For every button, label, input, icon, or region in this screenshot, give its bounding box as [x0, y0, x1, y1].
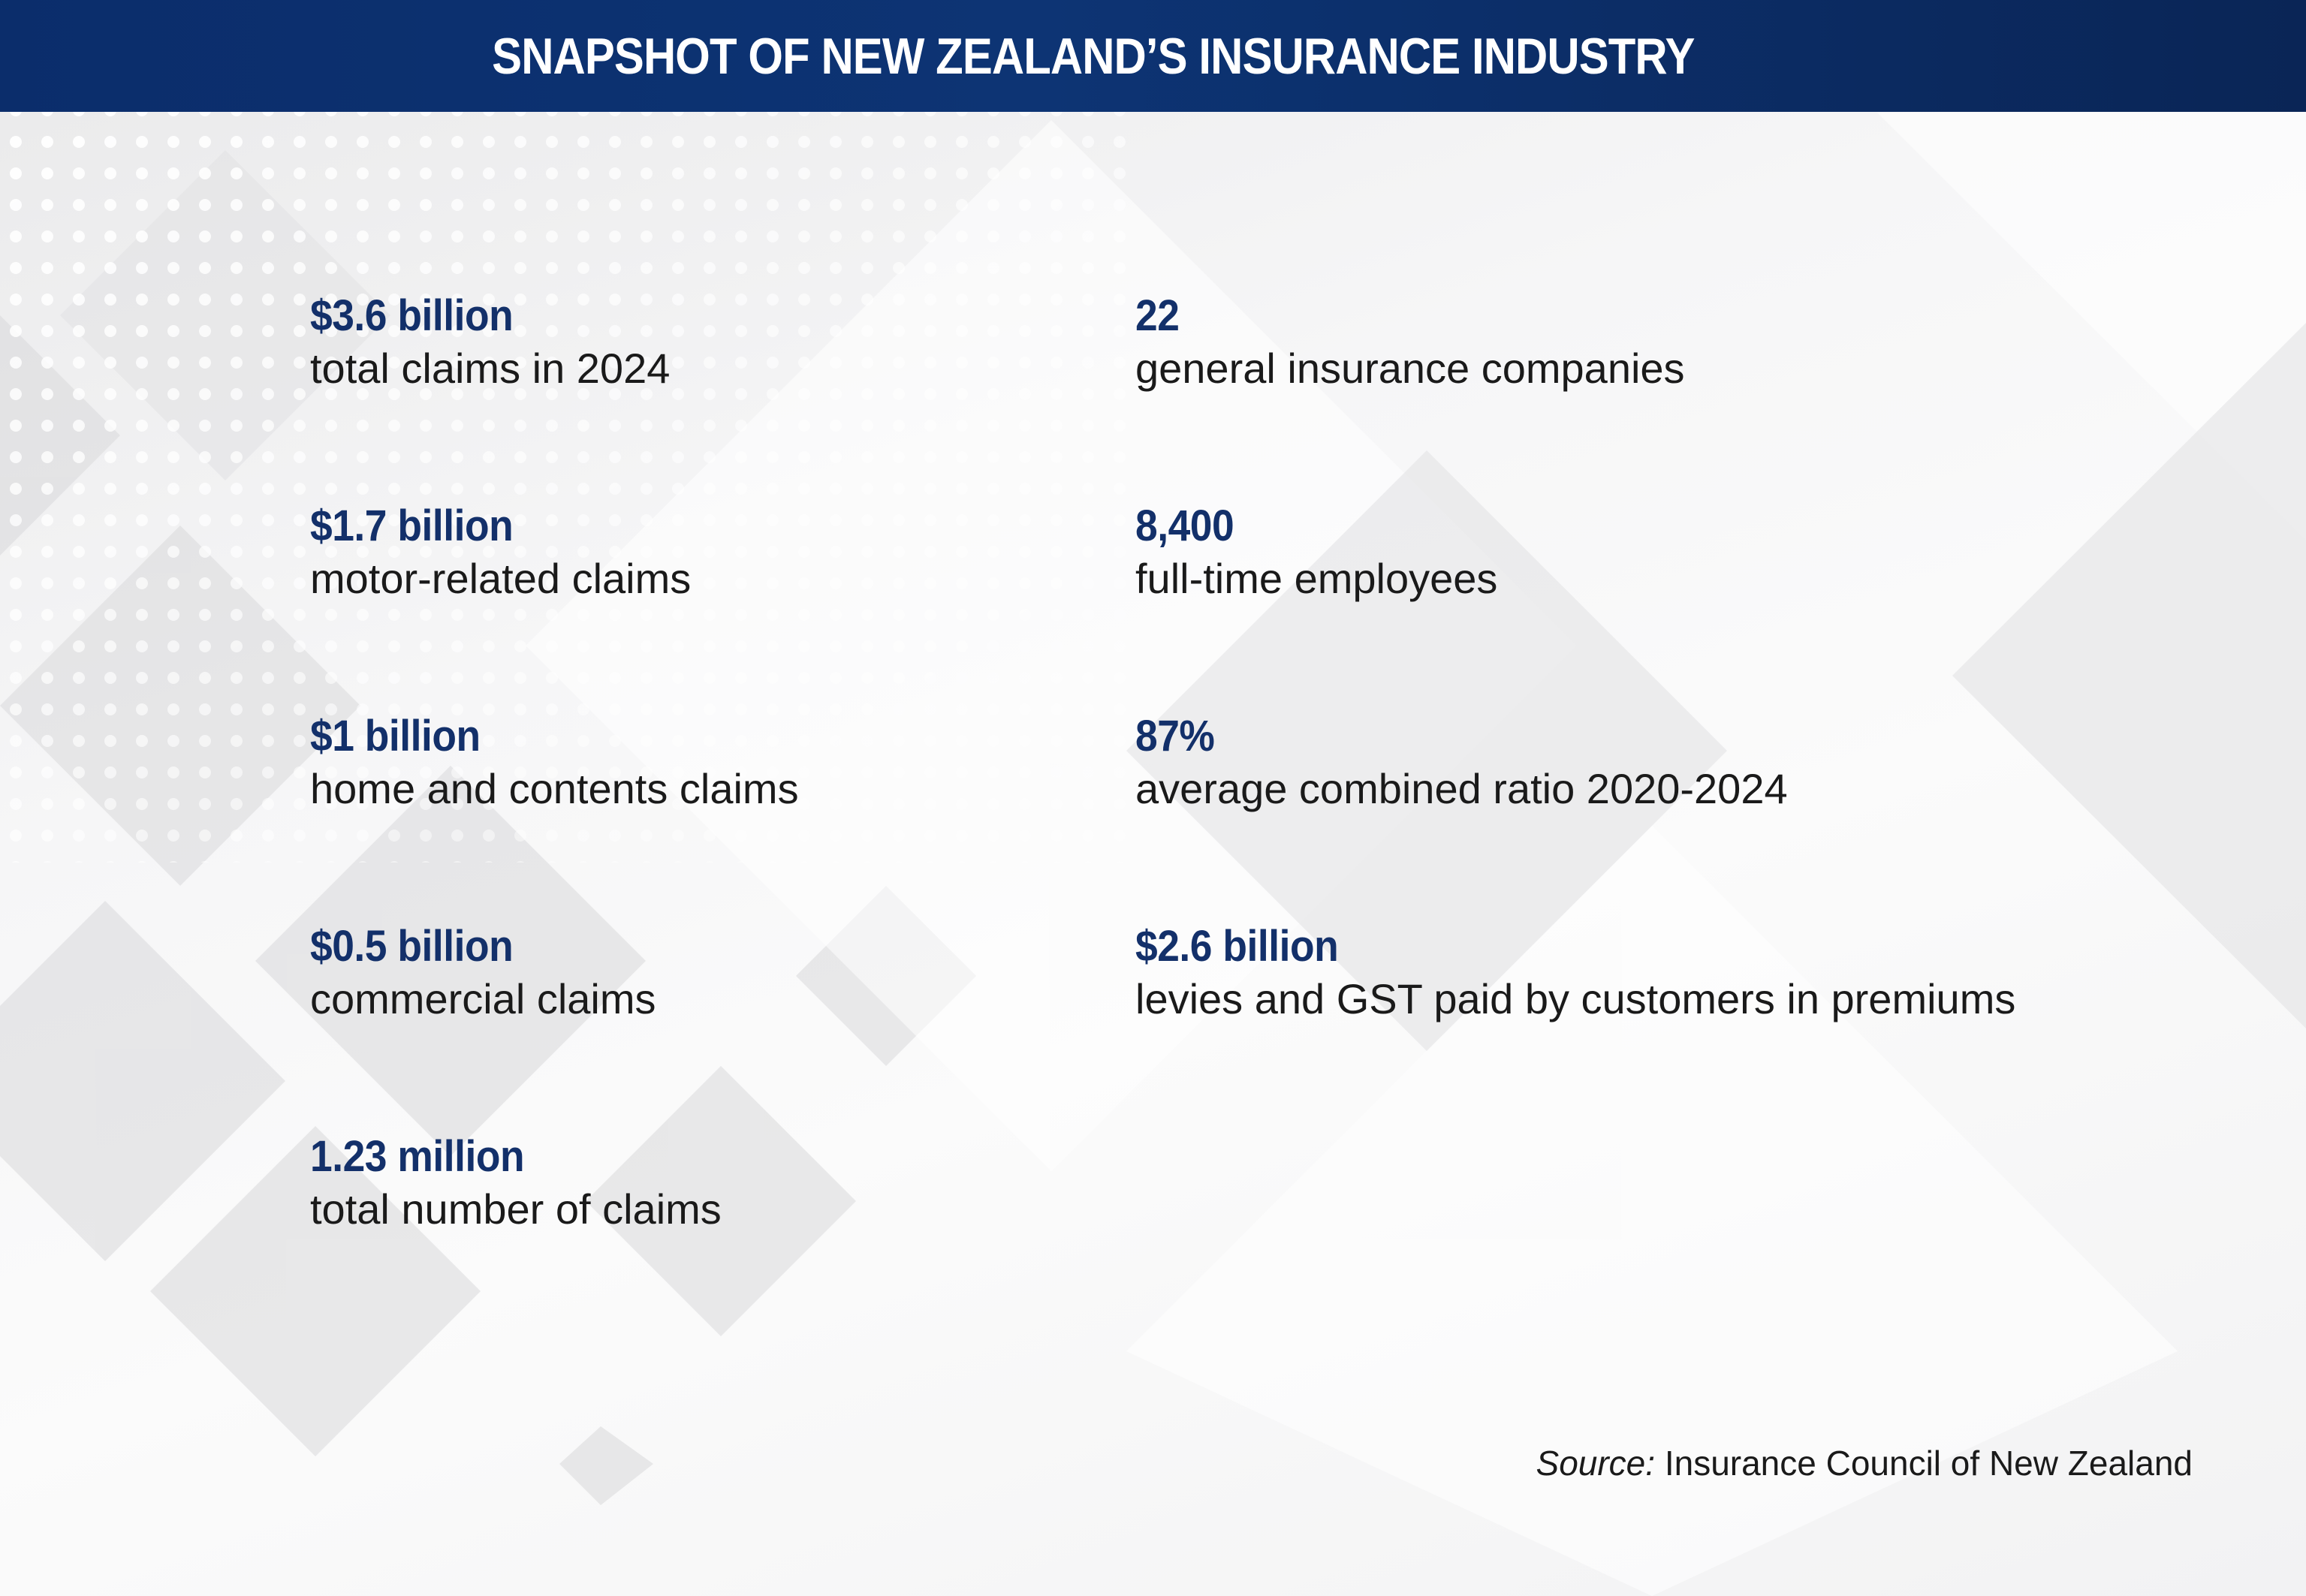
stat-label: general insurance companies [1135, 345, 1685, 392]
stat-label: home and contents claims [310, 765, 799, 812]
stat-value: 1.23 million [310, 1132, 525, 1181]
stat-insurance-companies: 22 general insurance companies [1135, 290, 2112, 395]
stat-label: commercial claims [310, 975, 656, 1022]
stat-employees: 8,400 full-time employees [1135, 500, 2112, 605]
title-banner: SNAPSHOT OF NEW ZEALAND’S INSURANCE INDU… [0, 0, 2306, 112]
source-text: Insurance Council of New Zealand [1655, 1444, 2193, 1483]
stat-value: $2.6 billion [1135, 922, 1339, 971]
stat-total-claims: $3.6 billion total claims in 2024 [310, 290, 1286, 395]
stat-value: $3.6 billion [310, 291, 514, 340]
stat-value: 8,400 [1135, 501, 1234, 550]
source-prefix: Source: [1536, 1444, 1656, 1483]
page-title: SNAPSHOT OF NEW ZEALAND’S INSURANCE INDU… [491, 27, 1695, 85]
stat-levies-gst: $2.6 billion levies and GST paid by cust… [1135, 920, 2112, 1025]
stat-combined-ratio: 87% average combined ratio 2020-2024 [1135, 710, 2112, 815]
stat-motor-claims: $1.7 billion motor-related claims [310, 500, 1286, 605]
stat-value: $1.7 billion [310, 501, 514, 550]
stat-number-of-claims: 1.23 million total number of claims [310, 1131, 1286, 1236]
stat-home-contents-claims: $1 billion home and contents claims [310, 710, 1286, 815]
stat-commercial-claims: $0.5 billion commercial claims [310, 920, 1286, 1025]
stat-value: 22 [1135, 291, 1180, 340]
stat-label: motor-related claims [310, 555, 692, 602]
stat-label: total number of claims [310, 1185, 722, 1233]
stat-label: full-time employees [1135, 555, 1498, 602]
source-note: Source: Insurance Council of New Zealand [1536, 1443, 2193, 1483]
stat-value: $1 billion [310, 712, 481, 760]
stat-label: levies and GST paid by customers in prem… [1135, 975, 2016, 1022]
stat-value: $0.5 billion [310, 922, 514, 971]
stat-value: 87% [1135, 712, 1215, 760]
stat-label: average combined ratio 2020-2024 [1135, 765, 1788, 812]
stat-label: total claims in 2024 [310, 345, 671, 392]
